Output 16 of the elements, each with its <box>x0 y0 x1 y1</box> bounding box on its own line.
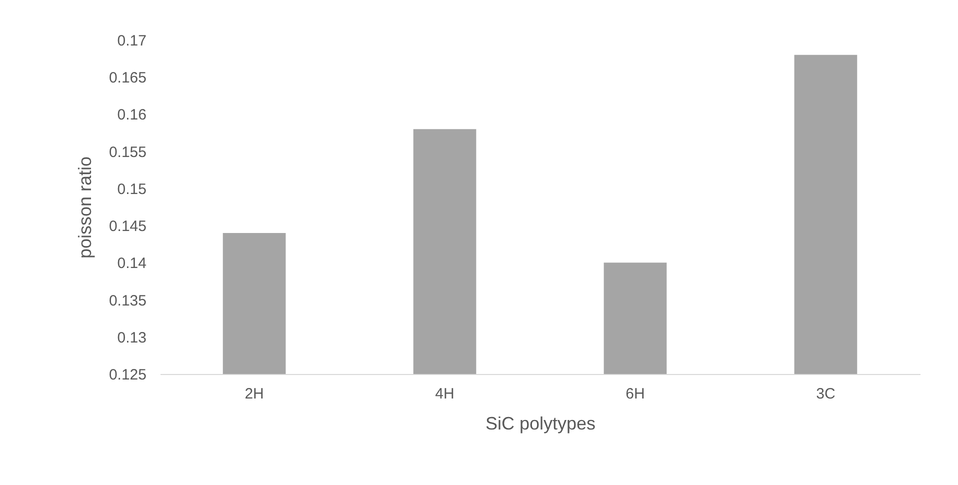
y-tick-label: 0.16 <box>117 106 146 124</box>
y-tick-label: 0.125 <box>108 366 146 384</box>
x-tick-label: 3C <box>816 386 836 402</box>
x-tick-label: 2H <box>244 386 264 402</box>
y-tick-label: 0.135 <box>108 292 146 310</box>
x-axis-title: SiC polytypes <box>485 414 596 434</box>
y-tick-label: 0.14 <box>117 255 146 272</box>
y-tick-label: 0.145 <box>108 218 146 236</box>
y-tick-label: 0.13 <box>117 329 146 346</box>
y-tick-label: 0.15 <box>117 180 146 198</box>
y-axis-title: poisson ratio <box>74 156 95 259</box>
x-tick-label: 4H <box>435 386 454 402</box>
y-tick-label: 0.155 <box>108 144 146 161</box>
y-tick-label: 0.17 <box>117 32 146 50</box>
x-tick-label: 6H <box>626 386 645 402</box>
y-tick-label: 0.165 <box>108 70 146 87</box>
